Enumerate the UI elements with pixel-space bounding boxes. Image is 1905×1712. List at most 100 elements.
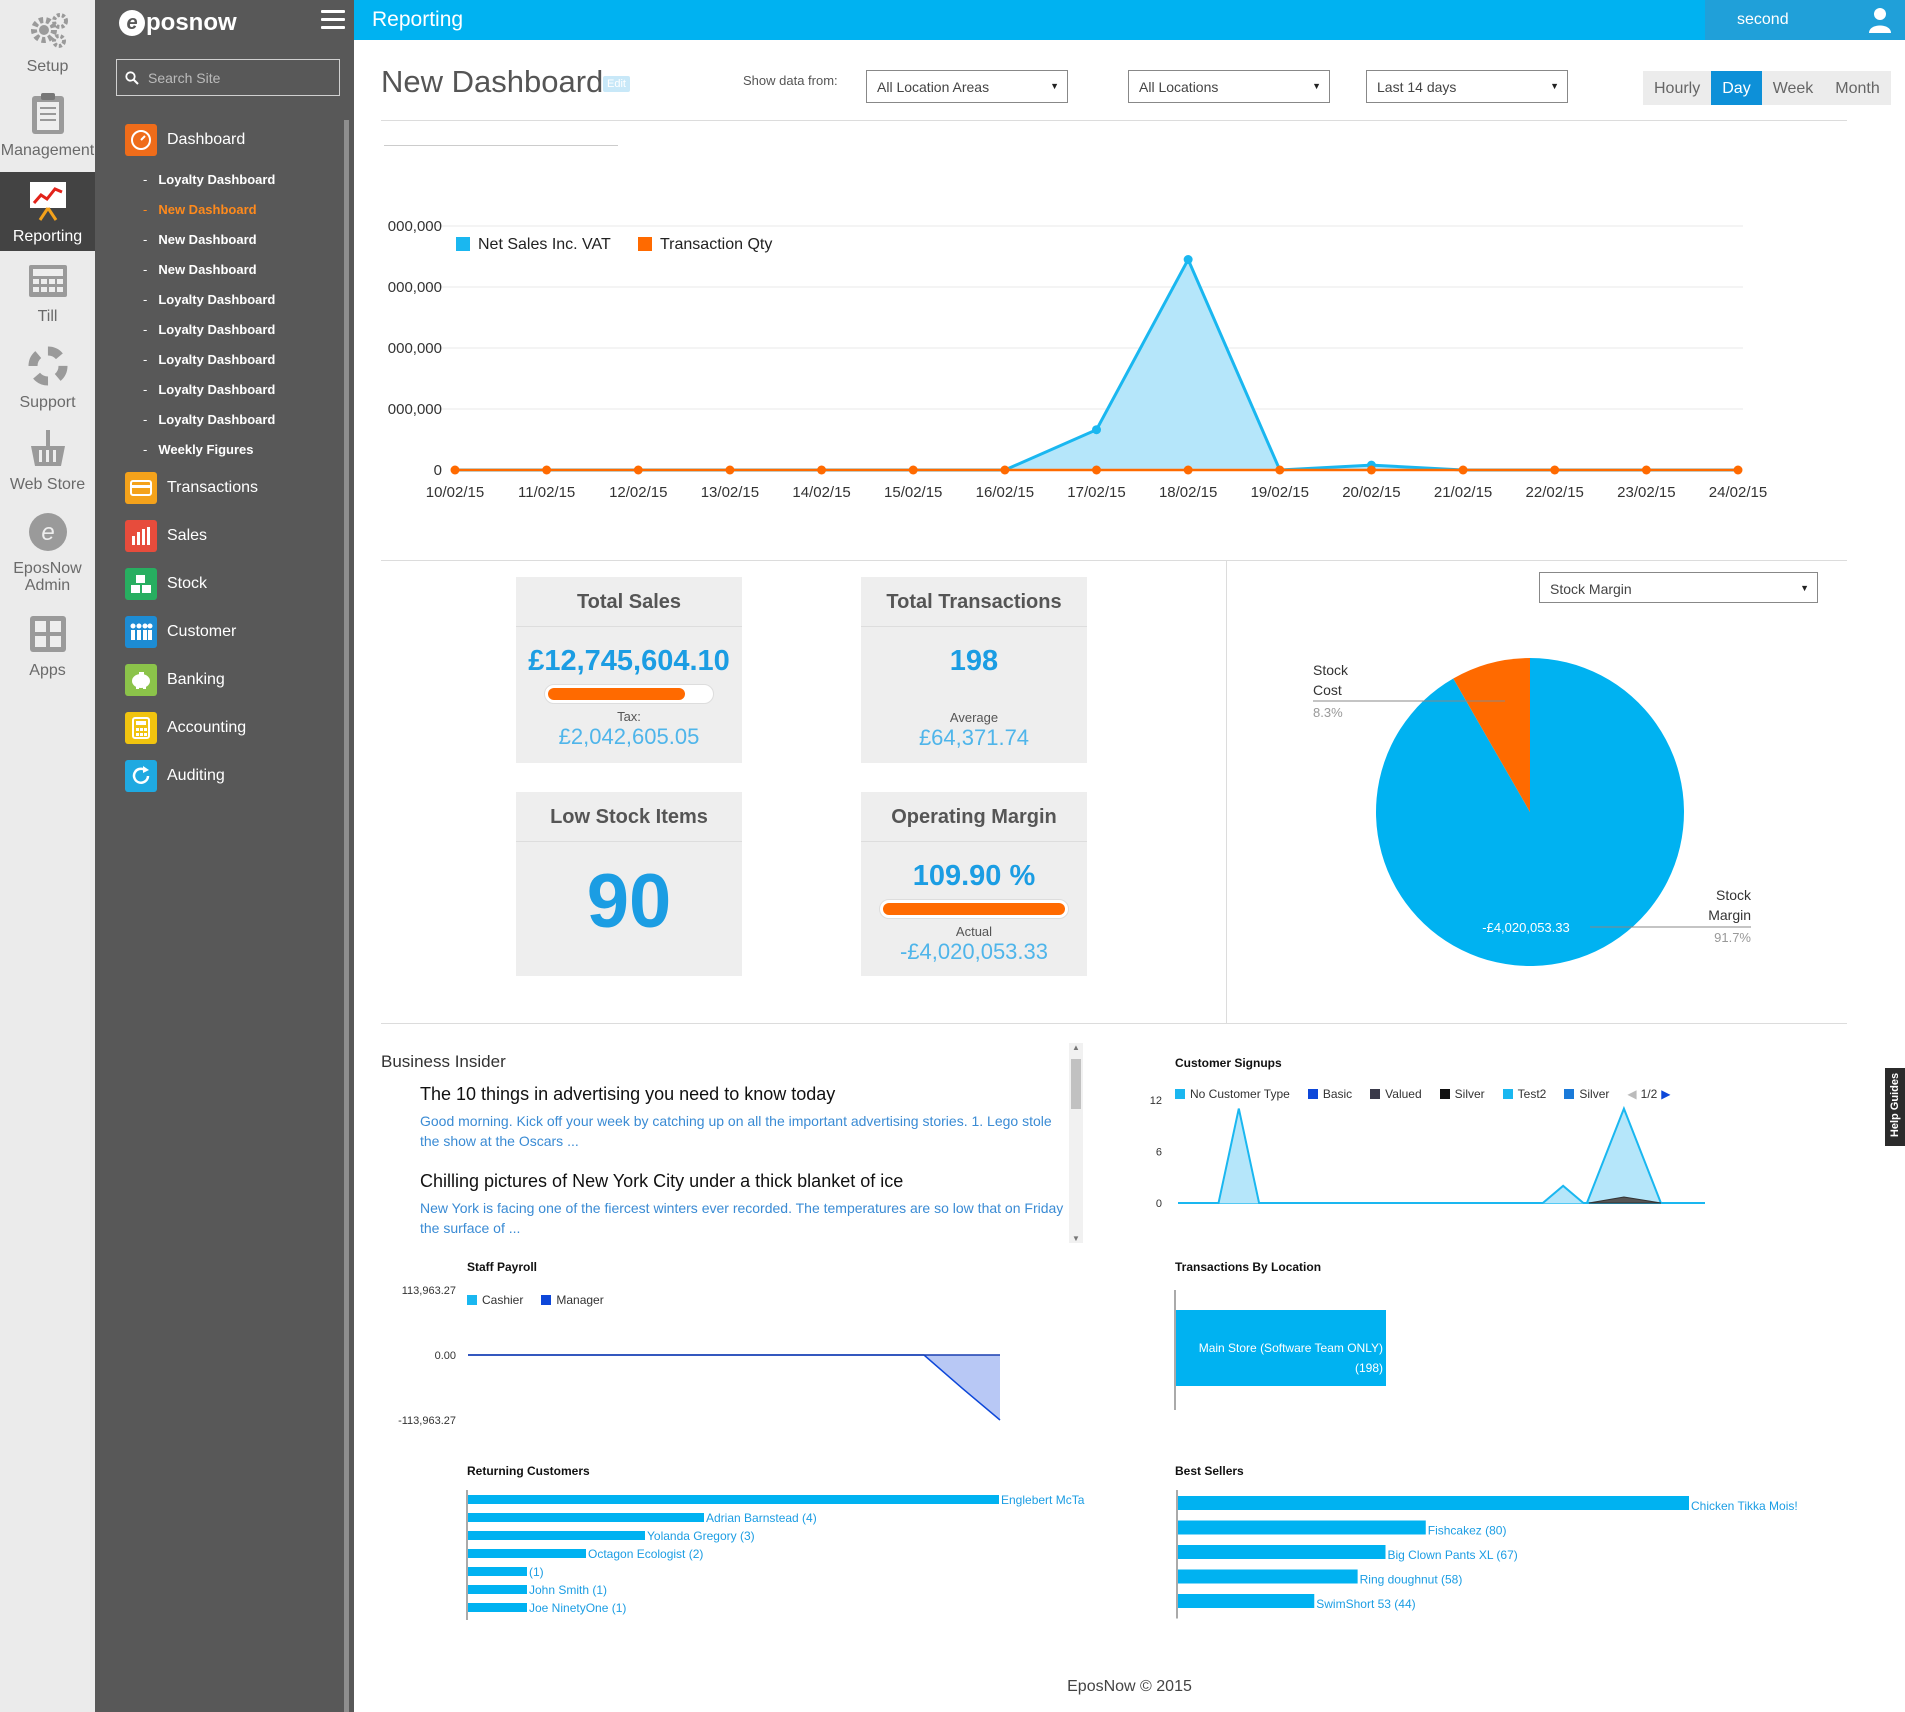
nav-sub-item[interactable]: - New Dashboard [143,262,257,277]
series-area [1588,1196,1662,1204]
x-tick-label: 17/02/15 [1067,484,1125,501]
nav-item-accounting[interactable]: Accounting [125,712,246,744]
data-point [1183,255,1193,265]
news-headline[interactable]: The 10 things in advertising you need to… [420,1084,836,1104]
news-headline[interactable]: Chilling pictures of New York City under… [420,1171,904,1191]
rail-eposnow-admin[interactable]: e EposNow Admin [0,510,95,600]
calculator-icon [125,712,157,744]
logo[interactable]: e posnow [119,8,237,38]
vertical-divider [1226,560,1227,1024]
y-tick-label: 12 [1150,1095,1162,1107]
user-icon [1869,8,1891,33]
nav-scrollbar[interactable] [344,120,349,1712]
news-feed[interactable]: The 10 things in advertising you need to… [420,1084,1066,1244]
rail-apps[interactable]: Apps [0,612,95,684]
data-point [1458,465,1468,475]
bar [468,1531,645,1540]
staff-payroll-chart: 113,963.27 0.00 -113,963.27 [398,1285,1001,1427]
bar [1178,1520,1426,1535]
legend-item[interactable]: Basic [1307,1087,1352,1101]
nav-item-dashboard[interactable]: Dashboard [125,124,245,156]
nav-sub-item[interactable]: - Loyalty Dashboard [143,292,276,307]
legend-item[interactable]: Test2 [1502,1087,1546,1101]
bar [468,1513,704,1522]
help-guides-tab[interactable]: Help Guides [1885,1068,1905,1146]
nav-item-transactions[interactable]: Transactions [125,472,258,504]
tab-hourly[interactable]: Hourly [1654,80,1701,97]
news-summary[interactable]: Good morning. Kick off your week by catc… [420,1113,1052,1149]
nav-sub-item[interactable]: - Loyalty Dashboard [143,322,276,337]
actual-value: -£4,020,053.33 [899,939,1049,964]
nav-sub-item[interactable]: - Loyalty Dashboard [143,382,276,397]
user-name: second [1737,11,1789,28]
transactions-by-location-title: Transactions By Location [1175,1260,1322,1274]
tab-day[interactable]: Day [1711,71,1762,105]
bar [1178,1545,1386,1559]
customer-signups-legend: No Customer Type Basic Valued Silver Tes… [1175,1087,1671,1101]
y-tick-label: 000,000 [388,401,442,418]
tab-month[interactable]: Month [1835,80,1880,97]
search-input[interactable]: Search Site [116,59,340,96]
staff-payroll-legend: Cashier Manager [467,1293,604,1307]
rail-web-store[interactable]: Web Store [0,426,95,498]
rail-label: EposNow Admin [13,560,82,594]
rail-support[interactable]: Support [0,344,95,416]
nav-item-label: Auditing [167,767,225,784]
card-title: Total Transactions [861,577,1087,627]
nav-item-auditing[interactable]: Auditing [125,760,225,792]
x-tick-label: 14/02/15 [792,484,850,501]
legend-swatch [456,237,470,251]
legend-item[interactable]: No Customer Type [1175,1087,1290,1101]
nav-sub-item[interactable]: - New Dashboard [143,232,257,247]
legend-item[interactable]: Manager [541,1293,604,1307]
location-area-select[interactable]: All Location Areas ▼ [866,70,1068,103]
legend-pager[interactable]: ◀ 1/2 ▶ [1627,1087,1671,1101]
eposnow-admin-icon: e [28,513,67,551]
nav-sub-item-current[interactable]: - New Dashboard [143,202,257,217]
rail-management[interactable]: Management [0,92,95,164]
scroll-thumb[interactable] [1071,1059,1081,1109]
bar-label: SwimShort 53 (44) [1316,1597,1415,1611]
divider [381,120,1847,121]
rail-till[interactable]: Till [0,262,95,332]
scroll-down-icon[interactable]: ▼ [1072,1234,1080,1243]
location-select[interactable]: All Locations ▼ [1128,70,1330,103]
x-tick-label: 18/02/15 [1159,484,1217,501]
nav-item-sales[interactable]: Sales [125,520,207,552]
user-menu[interactable]: second [1705,0,1905,40]
edit-button[interactable]: Edit [603,76,630,92]
rail-setup[interactable]: Setup [0,8,95,83]
legend-item[interactable]: Silver [1564,1087,1609,1101]
transactions-value: 198 [949,645,999,677]
bar [1178,1594,1315,1608]
news-scrollbar[interactable]: ▲ ▼ [1069,1043,1083,1243]
bar-label: (1) [529,1565,544,1579]
search-placeholder: Search Site [148,69,221,86]
stock-icon [125,568,157,600]
scroll-up-icon[interactable]: ▲ [1072,1043,1080,1052]
nav-sub-item[interactable]: - Loyalty Dashboard [143,412,276,427]
legend-item[interactable]: Valued [1370,1087,1422,1101]
granularity-tabs: Hourly Day Week Month [1643,71,1891,105]
nav-sidebar: e posnow Search Site Dashboard - Loyalty D… [95,0,354,1712]
rail-label: Setup [26,58,69,75]
news-summary[interactable]: New York is facing one of the fiercest w… [420,1200,1064,1236]
hamburger-menu-icon[interactable] [321,10,345,30]
pie-slice [1453,658,1530,812]
legend-item[interactable]: Silver [1439,1087,1485,1101]
tab-week[interactable]: Week [1772,80,1814,97]
card-sub-label: Average [949,710,999,725]
nav-item-stock[interactable]: Stock [125,568,207,600]
nav-item-customer[interactable]: Customer [125,616,236,648]
nav-item-banking[interactable]: Banking [125,664,225,696]
page-title: New Dashboard [381,64,604,99]
returning-customers-chart: Englebert McTa Adrian Barnstead (4) Yoland… [466,1490,1085,1620]
bar-label: Ring doughnut (58) [1360,1573,1463,1587]
nav-sub-item[interactable]: - Weekly Figures [143,442,254,457]
nav-sub-item[interactable]: - Loyalty Dashboard [143,172,276,187]
pie-metric-select[interactable]: Stock Margin ▼ [1539,572,1818,603]
legend-item[interactable]: Cashier [467,1293,523,1307]
date-range-select[interactable]: Last 14 days ▼ [1366,70,1568,103]
nav-sub-item[interactable]: - Loyalty Dashboard [143,352,276,367]
rail-reporting[interactable]: Reporting [0,172,95,251]
